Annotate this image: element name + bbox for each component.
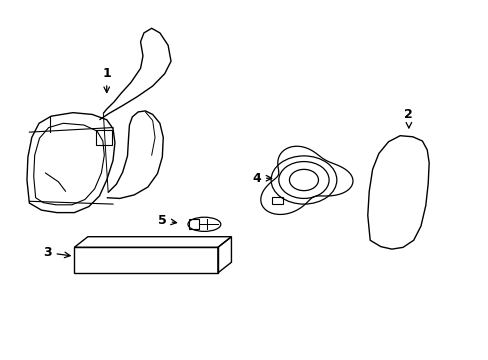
Text: 2: 2	[404, 108, 412, 128]
Text: 4: 4	[252, 172, 271, 185]
Text: 1: 1	[102, 67, 111, 93]
Text: 5: 5	[158, 214, 176, 227]
Text: 3: 3	[43, 246, 70, 259]
